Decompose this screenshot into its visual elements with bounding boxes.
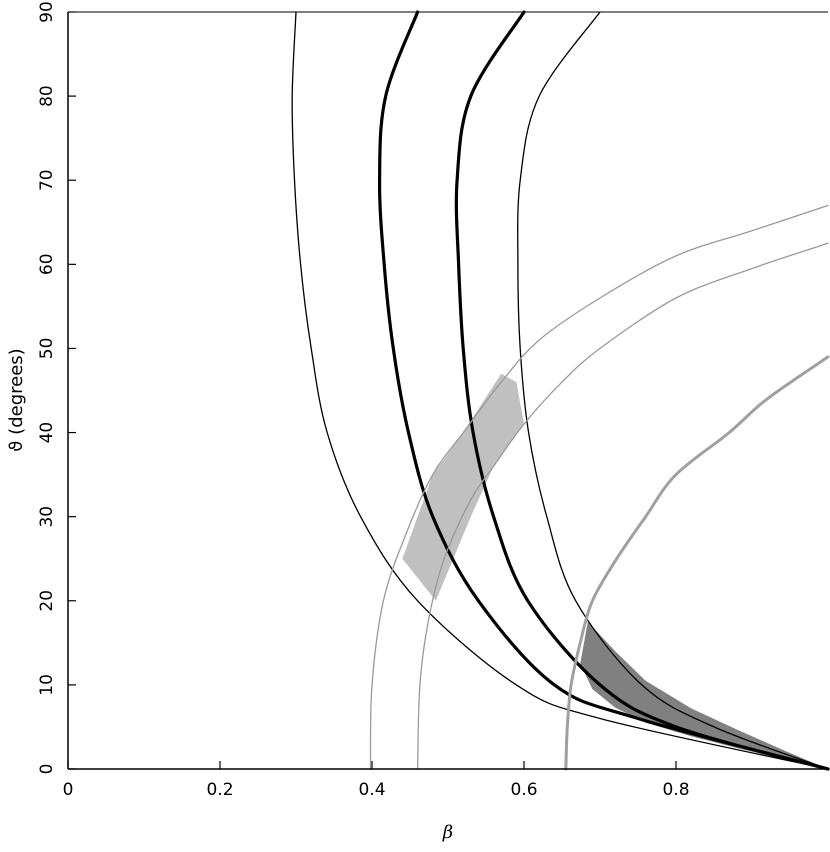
thick-black-curve-1 (377, 10, 830, 771)
dark-shaded-region-1 (580, 621, 828, 769)
y-tick-label-0: 0 (37, 764, 57, 775)
x-tick-label-4: 0.8 (662, 780, 689, 800)
shaded-regions (402, 373, 828, 769)
y-tick-label-9: 90 (37, 1, 57, 23)
y-tick-label-2: 20 (37, 590, 57, 612)
y-tick-label-3: 30 (37, 506, 57, 528)
y-tick-label-7: 70 (37, 169, 57, 191)
x-tick-label-1: 0.2 (206, 780, 233, 800)
x-tick-label-3: 0.6 (510, 780, 537, 800)
thin-black-curve-3 (517, 11, 829, 770)
x-ticks: 0 0.2 0.4 0.6 0.8 (63, 761, 690, 800)
y-tick-label-1: 10 (37, 674, 57, 696)
y-tick-label-8: 80 (37, 85, 57, 107)
y-tick-label-6: 60 (37, 253, 57, 275)
thick-black-curve-2 (454, 10, 830, 771)
curves (291, 10, 830, 771)
light-shaded-region-0 (402, 373, 524, 601)
y-ticks: 0 10 20 30 40 50 60 70 80 90 (37, 1, 76, 774)
x-axis-title: β (442, 822, 453, 843)
thin-gray-curve-5 (416, 242, 829, 770)
y-tick-label-4: 40 (37, 422, 57, 444)
y-axis-title: ϑ (degrees) (6, 348, 27, 451)
y-tick-label-5: 50 (37, 338, 57, 360)
x-tick-label-2: 0.4 (358, 780, 385, 800)
thin-black-curve-0 (291, 11, 829, 770)
thin-gray-curve-4 (369, 204, 829, 770)
thick-gray-curve-6 (564, 355, 830, 771)
x-tick-label-0: 0 (63, 780, 74, 800)
